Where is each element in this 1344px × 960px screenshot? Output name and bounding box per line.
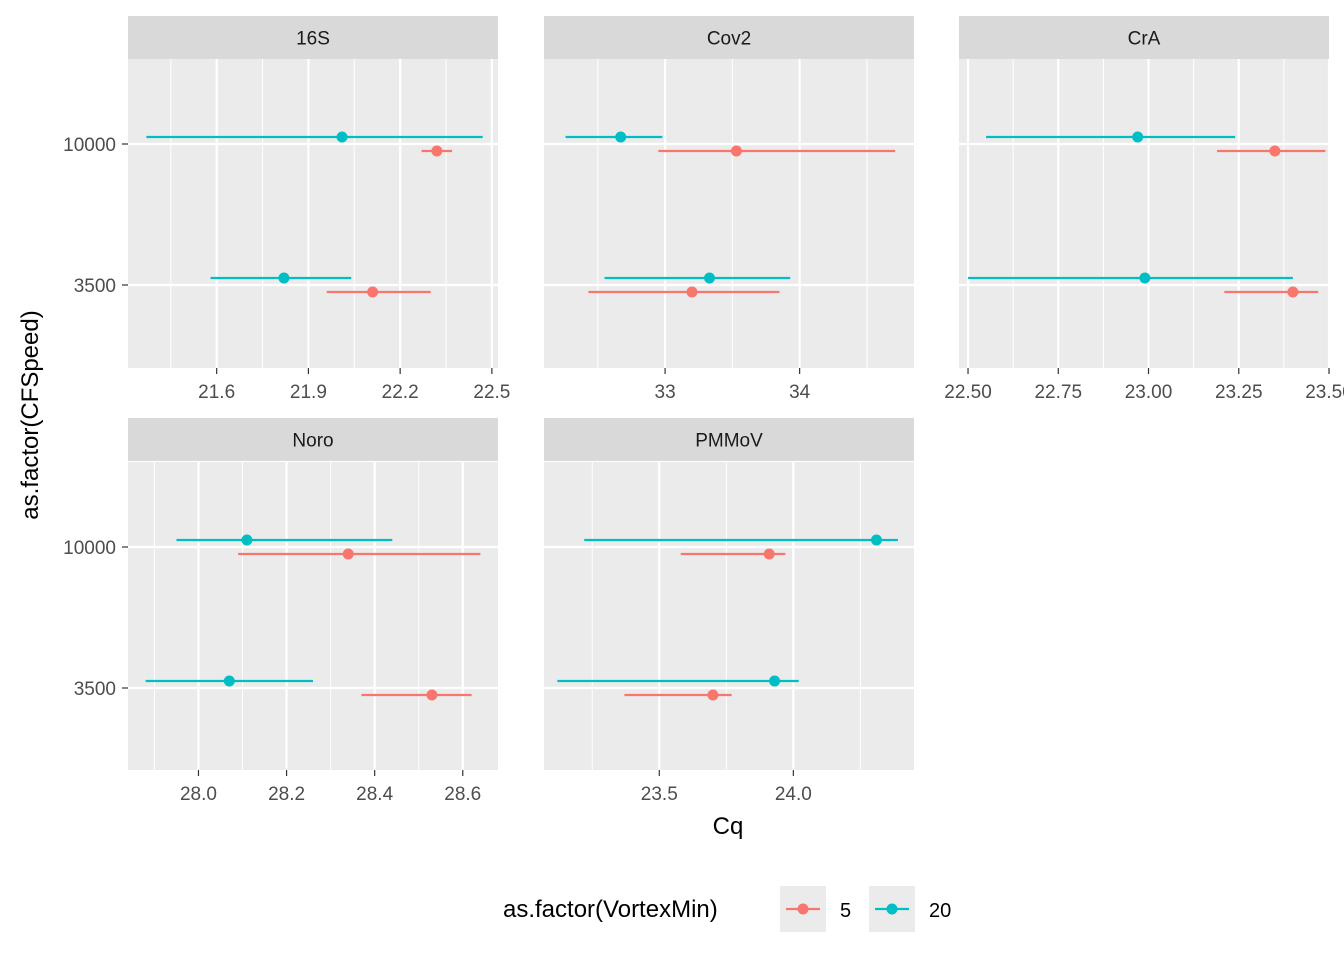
x-axis-title: Cq [713, 813, 744, 840]
strip-label-cov2: Cov2 [707, 29, 751, 50]
y-tick-label: 10000 [63, 135, 116, 156]
strip-label-cra: CrA [1128, 29, 1161, 50]
y-axis-title: as.factor(CFSpeed) [17, 310, 44, 519]
legend: as.factor(VortexMin) 5 20 [503, 886, 951, 932]
point-5-3500 [426, 689, 438, 701]
panel-cra: CrA 22.50 22.75 23.00 23.25 23.50 [944, 16, 1344, 403]
x-tick-label: 22.50 [944, 382, 992, 403]
x-tick-label: 28.0 [180, 784, 217, 805]
legend-key-5-point [797, 903, 809, 915]
point-20-3500 [769, 675, 781, 687]
x-tick-label: 21.6 [198, 382, 235, 403]
legend-key-5 [780, 886, 826, 932]
panel-bg [544, 59, 914, 368]
strip-cra [959, 16, 1329, 59]
y-tick-label: 3500 [74, 679, 116, 700]
strip-16s [128, 16, 498, 59]
strip-noro [128, 418, 498, 461]
strip-label-noro: Noro [292, 431, 333, 452]
x-tick-label: 28.2 [268, 784, 305, 805]
point-5-3500 [367, 286, 379, 298]
point-20-10000 [870, 534, 882, 546]
point-5-10000 [1269, 145, 1281, 157]
x-tick-label: 23.00 [1125, 382, 1173, 403]
point-5-3500 [1287, 286, 1299, 298]
x-tick-label: 28.4 [356, 784, 393, 805]
point-20-10000 [241, 534, 253, 546]
legend-label-20: 20 [929, 900, 951, 922]
strip-cov2 [544, 16, 914, 59]
point-20-3500 [278, 272, 290, 284]
panel-16s: 16S 21.6 21.9 22.2 22.5 3500 10000 [63, 16, 510, 403]
x-tick-label: 24.0 [775, 784, 812, 805]
x-tick-label: 22.75 [1034, 382, 1082, 403]
point-20-3500 [703, 272, 715, 284]
x-tick-label: 22.2 [382, 382, 419, 403]
x-tick-label: 28.6 [444, 784, 481, 805]
panels-layer: 16S 21.6 21.9 22.2 22.5 3500 10000 Cov2 33 34 CrA 2… [63, 16, 1344, 805]
strip-label-pmmov: PMMoV [695, 431, 763, 452]
point-20-10000 [1132, 131, 1144, 143]
legend-title: as.factor(VortexMin) [503, 896, 718, 923]
x-tick-label: 23.5 [641, 784, 678, 805]
point-5-3500 [707, 689, 719, 701]
point-5-3500 [686, 286, 698, 298]
point-20-3500 [1139, 272, 1151, 284]
x-tick-label: 23.25 [1215, 382, 1263, 403]
panel-bg [959, 59, 1329, 368]
y-tick-label: 10000 [63, 538, 116, 559]
legend-key-20-point [886, 903, 898, 915]
panel-bg [128, 59, 498, 368]
x-tick-label: 23.50 [1305, 382, 1344, 403]
point-5-10000 [431, 145, 443, 157]
legend-key-20 [869, 886, 915, 932]
y-tick-label: 3500 [74, 276, 116, 297]
x-tick-label: 22.5 [473, 382, 510, 403]
panel-cov2: Cov2 33 34 [544, 16, 914, 403]
panel-bg [128, 462, 498, 770]
point-5-10000 [342, 548, 354, 560]
point-5-10000 [730, 145, 742, 157]
point-20-10000 [336, 131, 348, 143]
strip-label-16s: 16S [296, 29, 330, 50]
panel-bg [544, 462, 914, 770]
point-20-10000 [615, 131, 627, 143]
legend-label-5: 5 [840, 900, 851, 922]
panel-pmmov: PMMoV 23.5 24.0 [544, 418, 914, 805]
x-tick-label: 34 [789, 382, 811, 403]
strip-pmmov [544, 418, 914, 461]
point-5-10000 [763, 548, 775, 560]
point-20-3500 [223, 675, 235, 687]
x-tick-label: 33 [655, 382, 676, 403]
panel-noro: Noro 28.0 28.2 28.4 28.6 3500 10000 [63, 418, 498, 805]
x-tick-label: 21.9 [290, 382, 327, 403]
